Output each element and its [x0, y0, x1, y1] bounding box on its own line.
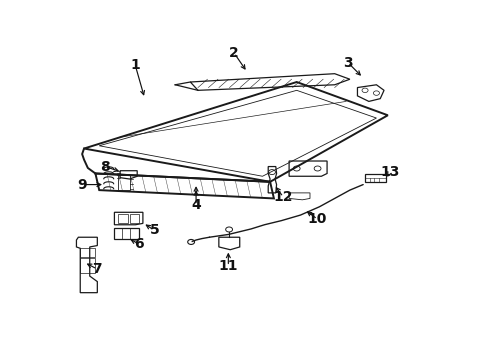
Text: 13: 13 [380, 165, 399, 179]
Text: 12: 12 [273, 190, 293, 204]
Text: 10: 10 [308, 212, 327, 226]
Bar [80, 248, 96, 257]
Text: 5: 5 [149, 223, 159, 237]
Text: 2: 2 [229, 46, 239, 60]
Text: 1: 1 [130, 58, 140, 72]
Bar [80, 258, 96, 273]
Bar [118, 214, 128, 222]
Bar [365, 174, 386, 182]
Bar [129, 214, 139, 222]
Text: 3: 3 [343, 55, 353, 69]
Text: 8: 8 [100, 159, 110, 174]
Text: 4: 4 [191, 198, 201, 212]
Bar [118, 175, 129, 190]
Text: 7: 7 [93, 262, 102, 276]
Text: 11: 11 [219, 259, 238, 273]
Text: 9: 9 [77, 177, 87, 192]
Text: 6: 6 [134, 237, 144, 251]
